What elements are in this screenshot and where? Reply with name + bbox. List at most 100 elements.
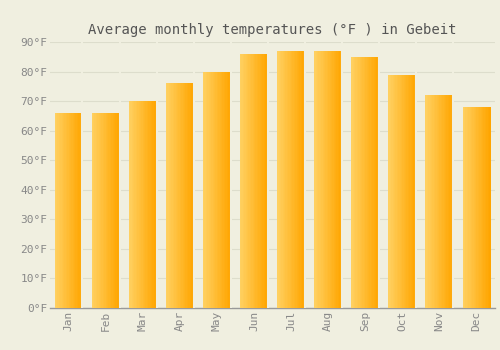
Bar	[251, 54, 253, 308]
Bar	[331, 51, 332, 308]
Bar	[364, 57, 366, 308]
Bar	[224, 71, 226, 308]
Bar	[414, 75, 415, 308]
Bar	[208, 71, 210, 308]
Bar	[254, 54, 256, 308]
Bar	[365, 57, 367, 308]
Bar	[361, 57, 362, 308]
Bar	[64, 113, 66, 308]
Bar	[217, 71, 218, 308]
Bar	[484, 107, 485, 308]
Bar	[280, 51, 281, 308]
Bar	[470, 107, 471, 308]
Bar	[186, 83, 187, 308]
Bar	[146, 101, 147, 308]
Bar	[282, 51, 284, 308]
Bar	[452, 95, 454, 308]
Bar	[485, 107, 486, 308]
Bar	[246, 54, 247, 308]
Bar	[287, 51, 288, 308]
Bar	[247, 54, 248, 308]
Bar	[93, 113, 94, 308]
Bar	[261, 54, 262, 308]
Bar	[103, 113, 104, 308]
Bar	[444, 95, 445, 308]
Bar	[192, 83, 194, 308]
Bar	[314, 51, 316, 308]
Bar	[130, 101, 132, 308]
Bar	[371, 57, 372, 308]
Bar	[292, 51, 294, 308]
Bar	[296, 51, 298, 308]
Bar	[190, 83, 191, 308]
Bar	[446, 95, 448, 308]
Bar	[426, 95, 427, 308]
Bar	[338, 51, 340, 308]
Bar	[466, 107, 468, 308]
Bar	[478, 107, 480, 308]
Bar	[400, 75, 401, 308]
Bar	[301, 51, 302, 308]
Bar	[427, 95, 428, 308]
Bar	[204, 71, 206, 308]
Bar	[332, 51, 334, 308]
Bar	[352, 57, 353, 308]
Bar	[324, 51, 326, 308]
Bar	[388, 75, 390, 308]
Bar	[316, 51, 317, 308]
Bar	[148, 101, 150, 308]
Bar	[291, 51, 292, 308]
Bar	[248, 54, 250, 308]
Bar	[184, 83, 186, 308]
Bar	[356, 57, 357, 308]
Bar	[203, 71, 204, 308]
Bar	[70, 113, 71, 308]
Bar	[116, 113, 118, 308]
Bar	[368, 57, 370, 308]
Bar	[226, 71, 228, 308]
Bar	[100, 113, 102, 308]
Bar	[326, 51, 327, 308]
Bar	[142, 101, 144, 308]
Bar	[318, 51, 320, 308]
Bar	[98, 113, 100, 308]
Bar	[392, 75, 394, 308]
Bar	[322, 51, 324, 308]
Bar	[240, 54, 242, 308]
Bar	[335, 51, 336, 308]
Bar	[111, 113, 113, 308]
Bar	[264, 54, 266, 308]
Bar	[434, 95, 436, 308]
Bar	[404, 75, 406, 308]
Bar	[340, 51, 342, 308]
Bar	[282, 51, 283, 308]
Bar	[476, 107, 478, 308]
Bar	[142, 101, 143, 308]
Bar	[186, 83, 188, 308]
Bar	[466, 107, 467, 308]
Bar	[170, 83, 172, 308]
Bar	[298, 51, 300, 308]
Bar	[66, 113, 68, 308]
Bar	[358, 57, 360, 308]
Bar	[435, 95, 437, 308]
Bar	[262, 54, 264, 308]
Bar	[212, 71, 213, 308]
Bar	[479, 107, 481, 308]
Bar	[107, 113, 108, 308]
Bar	[409, 75, 411, 308]
Bar	[441, 95, 442, 308]
Bar	[96, 113, 98, 308]
Bar	[266, 54, 268, 308]
Bar	[486, 107, 488, 308]
Bar	[81, 113, 82, 308]
Bar	[480, 107, 482, 308]
Bar	[59, 113, 60, 308]
Bar	[260, 54, 261, 308]
Bar	[440, 95, 441, 308]
Bar	[300, 51, 301, 308]
Bar	[278, 51, 280, 308]
Bar	[242, 54, 243, 308]
Bar	[405, 75, 406, 308]
Bar	[488, 107, 489, 308]
